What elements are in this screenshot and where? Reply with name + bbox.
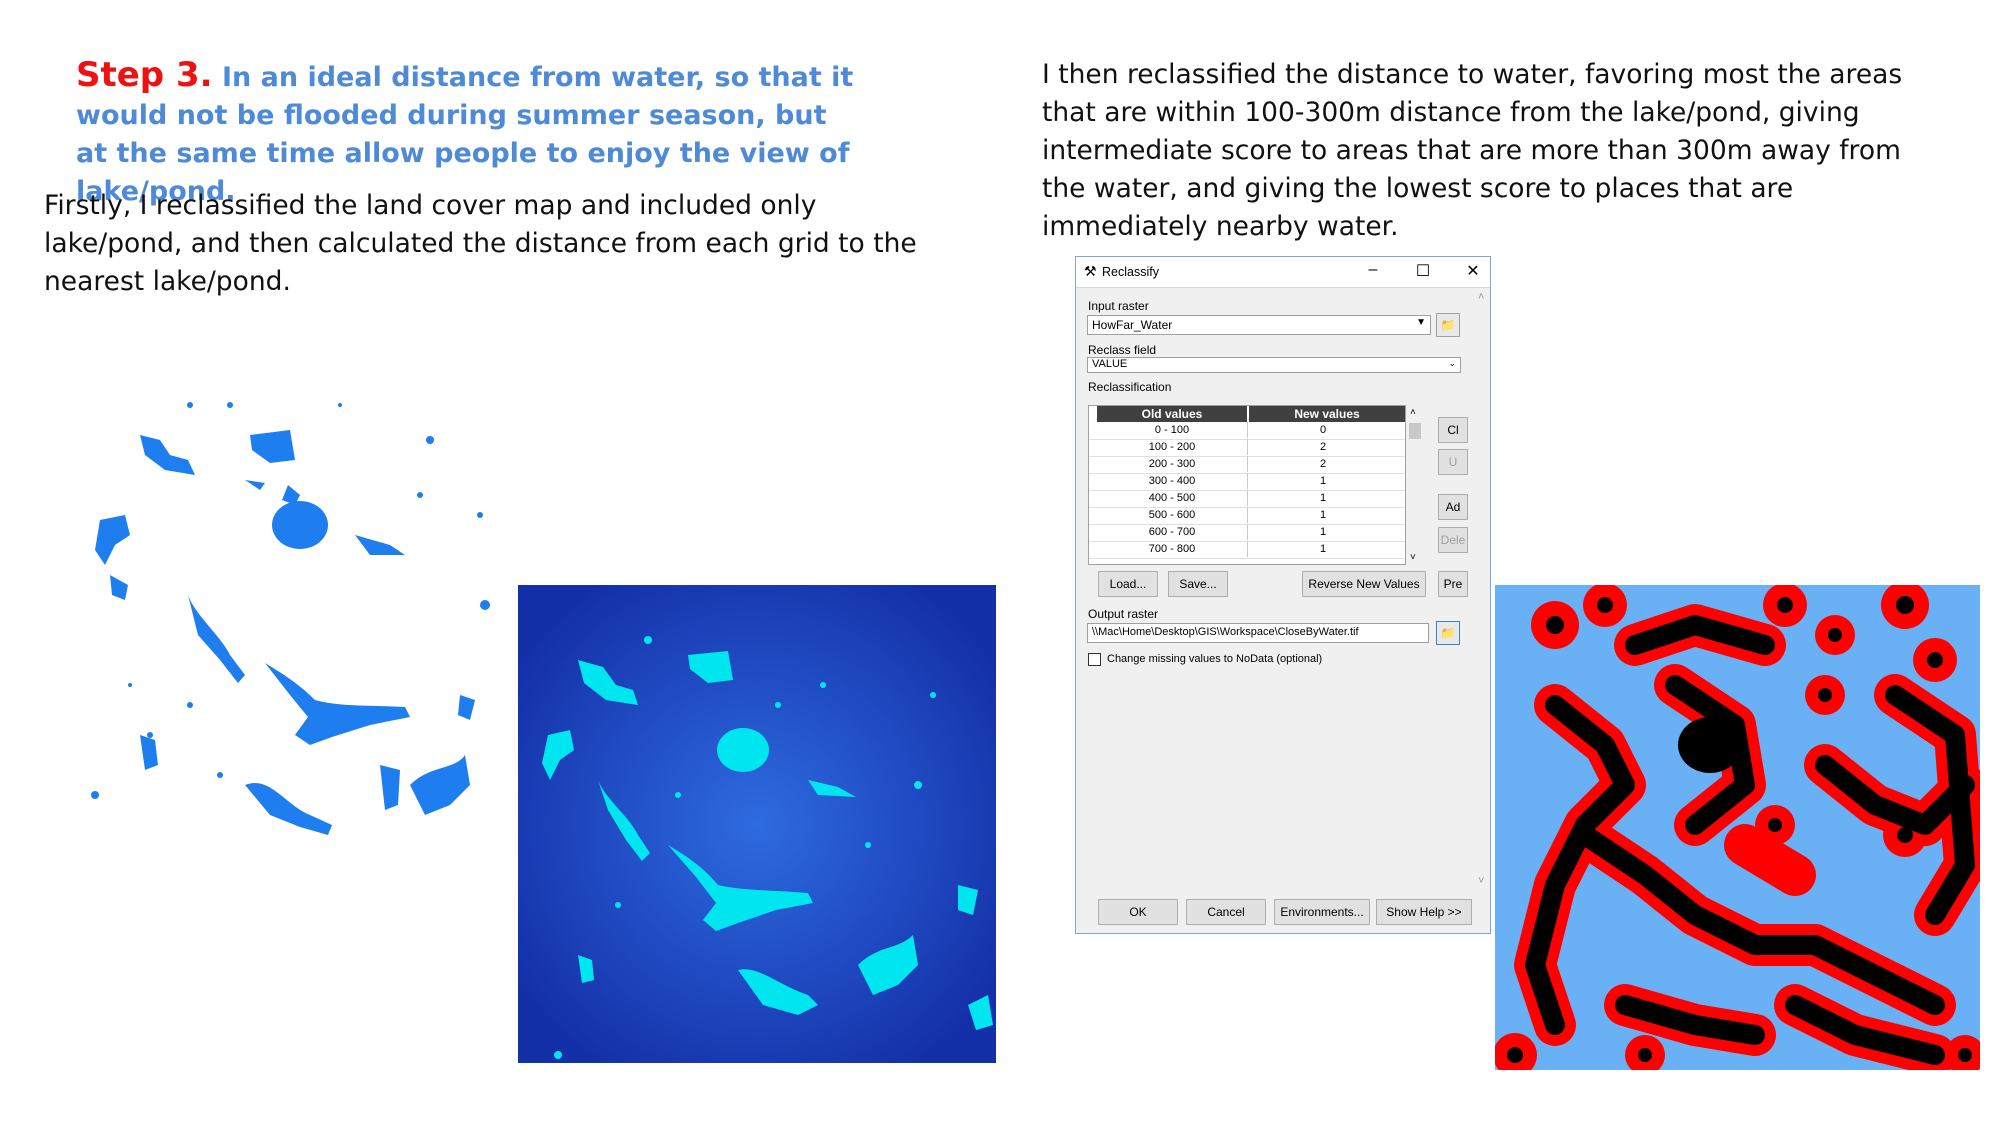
- reclass-field-label: Reclass field: [1088, 343, 1157, 357]
- reclassify-dialog: ⚒ Reclassify – ☐ ✕ Input raster HowFar_W…: [1075, 256, 1491, 934]
- scroll-up-icon[interactable]: ˄: [1478, 291, 1485, 303]
- new-value[interactable]: 1: [1319, 509, 1327, 521]
- reclassified-map: [1495, 585, 1980, 1070]
- unique-button[interactable]: U: [1438, 449, 1468, 475]
- distance-map: [518, 585, 996, 1063]
- right-paragraph: I then reclassified the distance to wate…: [1042, 59, 1903, 242]
- step-heading: Step 3. In an ideal distance from water,…: [76, 56, 856, 211]
- nodata-checkbox-label: Change missing values to NoData (optiona…: [1107, 653, 1323, 665]
- dialog-scrollbar[interactable]: ˄ ˅: [1474, 289, 1490, 889]
- table-row[interactable]: 700 - 800 1: [1089, 541, 1405, 559]
- nodata-checkbox[interactable]: [1088, 653, 1101, 666]
- delete-entries-button[interactable]: Dele: [1438, 527, 1468, 553]
- new-value[interactable]: 1: [1319, 526, 1327, 538]
- new-value[interactable]: 2: [1319, 441, 1327, 453]
- table-scrollbar[interactable]: ˄ ˅: [1406, 405, 1424, 565]
- reclassification-label: Reclassification: [1088, 380, 1172, 394]
- reclass-field-select[interactable]: VALUE ⌄: [1087, 357, 1461, 373]
- input-folder-icon[interactable]: 📁: [1436, 313, 1460, 337]
- column-header-old: Old values: [1097, 406, 1247, 422]
- old-value: 200 - 300: [1097, 456, 1248, 472]
- chevron-down-icon: ⌄: [1448, 358, 1456, 368]
- classify-button[interactable]: Cl: [1438, 417, 1468, 443]
- output-raster-input[interactable]: \\Mac\Home\Desktop\GIS\Workspace\CloseBy…: [1087, 623, 1429, 643]
- lake-pond-map: [91, 402, 490, 835]
- precision-button[interactable]: Pre: [1438, 571, 1468, 597]
- hammer-icon: ⚒: [1084, 263, 1097, 279]
- show-help-button[interactable]: Show Help >>: [1376, 899, 1472, 925]
- dialog-titlebar: ⚒ Reclassify – ☐ ✕: [1076, 257, 1490, 288]
- reclass-table[interactable]: Old values New values 0 - 100 0 100 - 200…: [1088, 405, 1406, 565]
- old-value: 100 - 200: [1097, 439, 1248, 455]
- old-value: 0 - 100: [1097, 422, 1248, 438]
- scroll-thumb[interactable]: [1409, 423, 1421, 439]
- add-entry-button[interactable]: Ad: [1438, 494, 1468, 520]
- new-value[interactable]: 1: [1319, 475, 1327, 487]
- table-row[interactable]: 500 - 600 1: [1089, 507, 1405, 525]
- step-label: Step 3.: [76, 55, 213, 95]
- table-row[interactable]: 300 - 400 1: [1089, 473, 1405, 491]
- old-value: 500 - 600: [1097, 507, 1248, 523]
- dialog-title: Reclassify: [1102, 265, 1159, 279]
- new-value[interactable]: 1: [1319, 492, 1327, 504]
- input-raster-value: HowFar_Water: [1092, 318, 1173, 332]
- scroll-up-icon[interactable]: ˄: [1410, 407, 1416, 418]
- load-button[interactable]: Load...: [1098, 571, 1158, 597]
- step-title: In an ideal distance from water, so that…: [76, 62, 854, 207]
- scroll-down-icon[interactable]: ˅: [1410, 552, 1416, 563]
- cancel-button[interactable]: Cancel: [1186, 899, 1266, 925]
- table-row[interactable]: 0 - 100 0: [1089, 422, 1405, 440]
- old-value: 600 - 700: [1097, 524, 1248, 540]
- output-raster-label: Output raster: [1088, 607, 1159, 621]
- save-button[interactable]: Save...: [1168, 571, 1228, 597]
- close-button[interactable]: ✕: [1466, 263, 1480, 280]
- new-value[interactable]: 0: [1319, 424, 1327, 436]
- new-value[interactable]: 1: [1319, 543, 1327, 555]
- environments-button[interactable]: Environments...: [1274, 899, 1370, 925]
- old-value: 300 - 400: [1097, 473, 1248, 489]
- old-value: 700 - 800: [1097, 541, 1248, 557]
- table-row[interactable]: 600 - 700 1: [1089, 524, 1405, 542]
- table-row[interactable]: 200 - 300 2: [1089, 456, 1405, 474]
- table-row[interactable]: 400 - 500 1: [1089, 490, 1405, 508]
- left-paragraph: Firstly, I reclassified the land cover m…: [44, 190, 917, 297]
- output-folder-icon[interactable]: 📁: [1436, 621, 1460, 645]
- input-raster-label: Input raster: [1088, 299, 1149, 313]
- old-value: 400 - 500: [1097, 490, 1248, 506]
- minimize-button[interactable]: –: [1368, 261, 1378, 278]
- maximize-button[interactable]: ☐: [1415, 263, 1431, 280]
- input-raster-select[interactable]: HowFar_Water ▼: [1087, 315, 1431, 335]
- reclass-field-value: VALUE: [1092, 358, 1128, 370]
- scroll-down-icon[interactable]: ˅: [1478, 875, 1485, 887]
- ok-button[interactable]: OK: [1098, 899, 1178, 925]
- column-header-new: New values: [1249, 406, 1405, 422]
- new-value[interactable]: 2: [1319, 458, 1327, 470]
- reverse-new-values-button[interactable]: Reverse New Values: [1302, 571, 1426, 597]
- dropdown-arrow-icon: ▼: [1416, 317, 1426, 328]
- table-row[interactable]: 100 - 200 2: [1089, 439, 1405, 457]
